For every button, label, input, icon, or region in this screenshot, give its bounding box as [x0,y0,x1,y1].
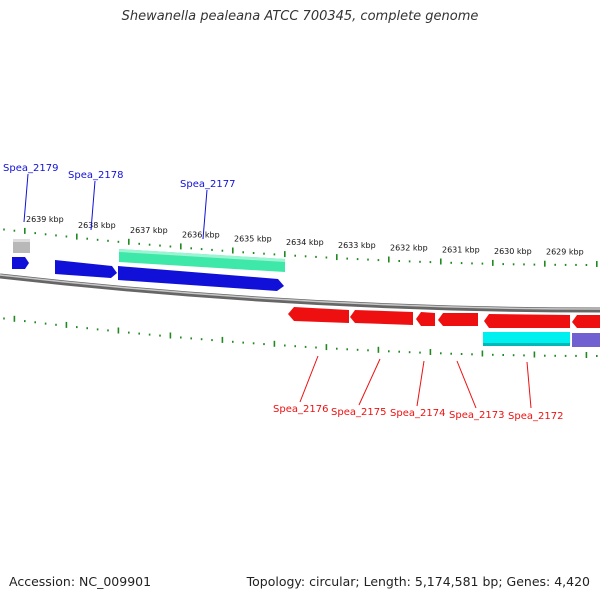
cds-spea-2172[interactable] [483,332,570,346]
map-title: Shewanella pealeana ATCC 700345, complet… [121,9,479,24]
ruler-label: 2639 kbp [26,215,64,224]
ruler-labels: 2639 kbp 2638 kbp 2637 kbp 2636 kbp 2635 kbp… [26,215,584,257]
gene-arrow-spea-2177[interactable] [118,266,284,291]
topology-summary: Topology: circular; Length: 5,174,581 bp… [246,574,590,589]
outer-tick-ring [3,227,598,267]
gene-arrow-spea-2174[interactable] [416,312,435,326]
ruler-label: 2637 kbp [130,226,168,235]
reverse-leaders [299,355,532,409]
genome-backbone [0,273,600,313]
gene-label-spea-2177[interactable]: Spea_2177 [180,179,235,190]
gene-label-spea-2176[interactable]: Spea_2176 [273,404,328,415]
gene-arrow-next[interactable] [572,315,600,328]
inner-tick-ring [3,315,598,358]
gene-arrow-spea-2173[interactable] [438,313,478,326]
gene-arrow-spea-2178[interactable] [55,260,117,278]
ruler-label: 2632 kbp [390,244,428,253]
genome-backbone-highlight [0,274,600,310]
accession-text: Accession: NC_009901 [9,574,152,589]
ruler-label: 2631 kbp [442,246,480,255]
ruler-label: 2638 kbp [78,221,116,230]
gene-label-spea-2178[interactable]: Spea_2178 [68,170,123,181]
grey-feature[interactable] [13,239,30,253]
gene-label-spea-2174[interactable]: Spea_2174 [390,408,445,419]
ruler-label: 2630 kbp [494,247,532,256]
cds-spea-2177[interactable] [119,249,285,272]
ruler-label: 2635 kbp [234,235,272,244]
ruler-label: 2636 kbp [182,231,220,240]
gene-arrow-spea-2179[interactable] [12,257,29,269]
gene-label-spea-2175[interactable]: Spea_2175 [331,407,386,418]
forward-leaders [23,173,208,240]
ruler-label: 2629 kbp [546,248,584,257]
ruler-label: 2633 kbp [338,241,376,250]
ruler-label: 2634 kbp [286,238,324,247]
gene-label-spea-2172[interactable]: Spea_2172 [508,411,563,422]
gene-arrow-spea-2172[interactable] [484,314,570,328]
gene-arrow-spea-2176[interactable] [288,307,349,323]
gene-arrow-spea-2175[interactable] [350,310,413,325]
gene-label-spea-2173[interactable]: Spea_2173 [449,410,504,421]
gene-label-spea-2179[interactable]: Spea_2179 [3,163,58,174]
cds-next[interactable] [572,333,600,347]
